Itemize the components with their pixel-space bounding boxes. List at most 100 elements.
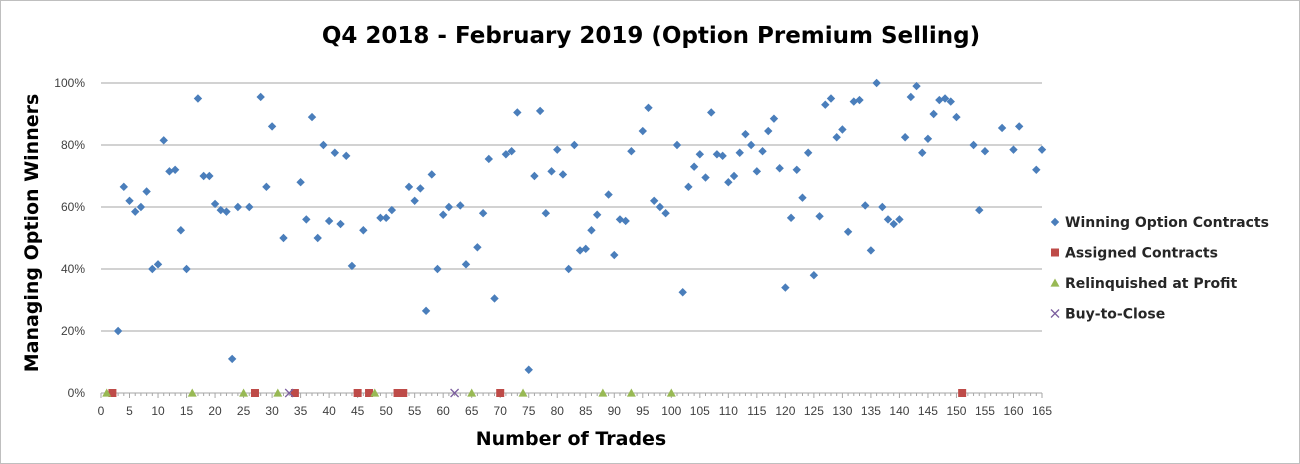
winning-option-contracts-point: [769, 114, 779, 123]
winning-option-contracts-point: [119, 182, 129, 192]
x-marker-stroke: [450, 388, 460, 398]
x-tick-label: 35: [294, 404, 308, 418]
winning-option-contracts-point: [570, 140, 579, 150]
winning-option-contracts-point: [581, 244, 590, 254]
winning-option-contracts-point: [267, 122, 277, 131]
winning-option-contracts-point: [883, 215, 893, 224]
winning-option-contracts-point: [940, 94, 950, 103]
x-tick-label: 55: [408, 404, 422, 418]
winning-option-contracts-point: [798, 193, 807, 202]
winning-option-contracts-point: [359, 226, 368, 235]
winning-option-contracts-point: [661, 209, 670, 218]
winning-option-contracts-point: [210, 199, 220, 209]
winning-option-contracts-point: [889, 219, 898, 229]
winning-option-contracts-point: [176, 226, 186, 235]
winning-option-contracts-point: [558, 170, 568, 179]
winning-option-contracts-point: [125, 196, 134, 205]
winning-option-contracts-point: [410, 196, 419, 205]
winning-option-contracts-point: [507, 147, 516, 156]
x-tick-label: 140: [889, 404, 909, 418]
winning-option-contracts-point: [975, 205, 984, 215]
winning-option-contracts-point: [324, 216, 334, 226]
winning-option-contracts-point: [895, 215, 904, 224]
winning-option-contracts-point: [313, 233, 322, 243]
relinquished-at-profit-point: [666, 388, 676, 397]
relinquished-at-profit-point: [370, 388, 380, 397]
winning-option-contracts-point: [912, 81, 921, 91]
winning-option-contracts-point: [347, 261, 357, 271]
winning-option-contracts-point: [302, 215, 311, 224]
winning-option-contracts-point: [821, 100, 830, 109]
winning-option-contracts-point: [342, 151, 351, 161]
winning-option-contracts-point: [649, 196, 659, 205]
winning-option-contracts-point: [655, 202, 665, 212]
x-tick-label: 120: [775, 404, 795, 418]
winning-option-contracts-point: [872, 78, 881, 88]
winning-option-contracts-point: [541, 209, 551, 218]
winning-option-contracts-point: [900, 133, 910, 142]
x-tick-label: 90: [608, 404, 622, 418]
winning-option-contracts-point: [689, 162, 699, 171]
x-tick-label: 45: [351, 404, 365, 418]
winning-option-contracts-point: [741, 129, 750, 139]
winning-option-contracts-point: [781, 283, 790, 292]
x-tick-label: 15: [180, 404, 194, 418]
x-tick-label: 130: [832, 404, 852, 418]
winning-option-contracts-point: [1032, 165, 1041, 174]
x-tick-label: 0: [98, 404, 105, 418]
relinquished-at-profit-point: [598, 388, 608, 397]
x-tick-label: 40: [322, 404, 336, 418]
legend: Winning Option Contracts Assigned Contrac…: [1050, 215, 1269, 323]
winning-option-contracts-point: [644, 103, 653, 112]
winning-option-contracts-point: [980, 147, 990, 156]
winning-option-contracts-point: [416, 184, 425, 193]
winning-option-contracts-point: [718, 151, 727, 161]
winning-option-contracts-point: [159, 136, 168, 145]
winning-option-contracts-point: [627, 147, 636, 156]
x-tick-label: 135: [861, 404, 881, 418]
winning-option-contracts-point: [456, 201, 465, 210]
y-axis-title: Managing Option Winners: [21, 94, 43, 373]
x-tick-label: 95: [636, 404, 650, 418]
x-tick-label: 85: [579, 404, 593, 418]
winning-option-contracts-point: [815, 212, 824, 221]
winning-option-contracts-point: [764, 126, 773, 136]
winning-option-contracts-point: [672, 140, 682, 150]
winning-option-contracts-point: [855, 95, 864, 105]
x-tick-label: 115: [747, 404, 766, 418]
winning-option-contracts-point: [564, 264, 573, 274]
assigned-contracts-point: [353, 389, 362, 397]
y-tick-label: 100%: [54, 76, 85, 90]
winning-option-contracts-point: [786, 213, 796, 223]
relinquished-at-profit-point: [467, 388, 477, 397]
buy-to-close-point: [450, 388, 460, 398]
winning-option-contracts-point: [433, 264, 442, 274]
x-tick-label: 30: [265, 404, 279, 418]
winning-option-contracts-point: [826, 94, 836, 103]
winning-option-contracts-point: [136, 202, 146, 212]
y-tick-label: 80%: [61, 138, 85, 152]
winning-option-contracts-point: [712, 150, 722, 159]
relinquished-at-profit-point: [626, 388, 636, 397]
legend-label-buy-to-close: Buy-to-Close: [1065, 307, 1165, 323]
winning-option-contracts-point: [438, 210, 448, 219]
winning-option-contracts-point: [621, 216, 630, 226]
winning-option-contracts-point: [530, 171, 539, 181]
winning-option-contracts-point: [746, 140, 756, 150]
winning-option-contracts-point: [878, 202, 887, 212]
x-tick-label: 70: [494, 404, 508, 418]
winning-option-contracts-point: [182, 264, 191, 274]
winning-option-contracts-point: [553, 145, 562, 154]
winning-option-contracts-point: [843, 227, 853, 236]
legend-marker-assigned-contracts: [1051, 248, 1059, 257]
winning-option-contracts-point: [946, 97, 955, 106]
winning-option-contracts-point: [758, 147, 767, 156]
winning-option-contracts-point: [1014, 122, 1024, 131]
gridlines: [101, 82, 1042, 332]
winning-option-contracts-point: [330, 148, 340, 157]
winning-option-contracts-point: [227, 354, 237, 364]
winning-option-contracts-point: [604, 190, 613, 199]
x-tick-label: 25: [237, 404, 251, 418]
